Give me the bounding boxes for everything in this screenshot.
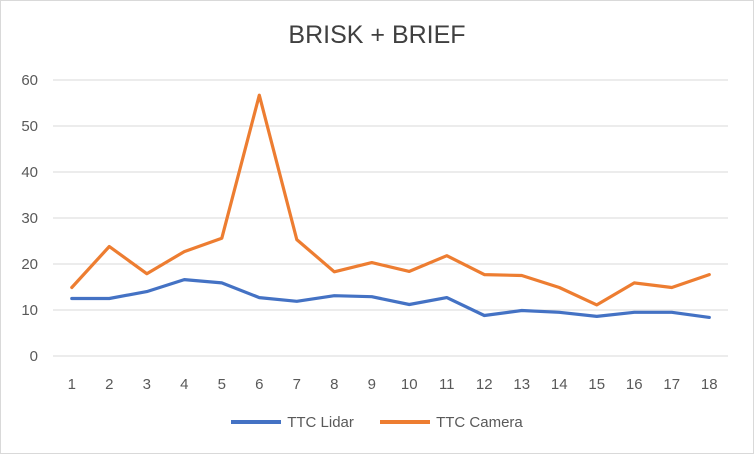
x-tick-label: 5 [218,376,226,393]
y-tick-label: 10 [21,302,38,319]
y-tick-label: 30 [21,210,38,227]
x-tick-label: 1 [68,376,76,393]
legend: TTC Lidar TTC Camera [1,411,753,431]
y-tick-label: 40 [21,164,38,181]
x-tick-label: 18 [701,376,718,393]
x-tick-label: 17 [663,376,680,393]
y-tick-label: 20 [21,256,38,273]
x-tick-label: 7 [293,376,301,393]
x-tick-label: 15 [588,376,605,393]
x-tick-label: 8 [330,376,338,393]
legend-label-lidar: TTC Lidar [287,413,354,431]
x-tick-label: 2 [105,376,113,393]
y-tick-label: 50 [21,118,38,135]
legend-item-lidar: TTC Lidar [231,414,354,431]
series-line-lidar [70,278,711,319]
legend-item-camera: TTC Camera [380,414,523,431]
x-tick-label: 3 [143,376,151,393]
x-tick-label: 11 [439,376,455,393]
x-tick-label: 10 [401,376,418,393]
x-tick-label: 9 [368,376,376,393]
x-tick-label: 14 [551,376,568,393]
legend-swatch-camera [380,420,431,424]
y-tick-label: 60 [21,72,38,89]
chart-title: BRISK + BRIEF [288,21,466,49]
x-tick-label: 13 [513,376,530,393]
x-tick-label: 12 [476,376,493,393]
legend-swatch-lidar [231,420,282,424]
x-tick-label: 4 [180,376,188,393]
x-tick-label: 6 [255,376,263,393]
legend-label-camera: TTC Camera [436,413,523,431]
y-tick-label: 0 [30,348,38,365]
series-line-camera [70,93,711,307]
x-tick-label: 16 [626,376,643,393]
